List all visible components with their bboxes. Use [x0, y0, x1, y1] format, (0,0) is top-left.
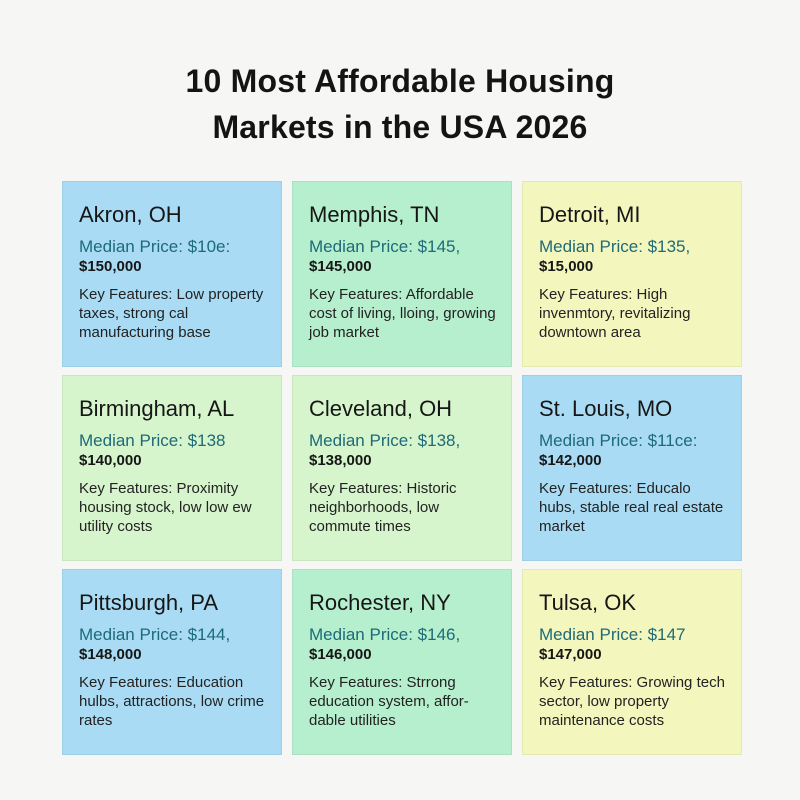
market-card-akron: Akron, OH Median Price: $10e: $150,000 K… [62, 181, 282, 367]
card-median-price-value: $146,000 [309, 646, 372, 663]
card-key-features: Key Features: Strrong education system, … [309, 674, 469, 729]
card-key-features: Key Features: Affordable cost of living,… [309, 286, 496, 341]
market-card-grid: Akron, OH Median Price: $10e: $150,000 K… [62, 181, 742, 755]
card-key-features: Key Features: Educalo hubs, stable real … [539, 480, 724, 535]
card-median-price-value: $145,000 [309, 258, 372, 275]
card-median-price-label: Median Price: $146, [309, 625, 461, 644]
card-median-price-label: Median Price: $138 [79, 431, 226, 450]
card-median-price-value: $148,000 [79, 646, 142, 663]
card-key-features: Key Features: High invenmtory, revitaliz… [539, 286, 691, 341]
card-city: Rochester, NY [309, 590, 451, 615]
card-city: Tulsa, OK [539, 590, 636, 615]
card-median-price-value: $138,000 [309, 452, 372, 469]
market-card-rochester: Rochester, NY Median Price: $146, $146,0… [292, 569, 512, 755]
card-median-price-value: $15,000 [539, 258, 594, 275]
card-key-features: Key Features: Low property taxes, strong… [79, 286, 264, 341]
market-card-cleveland: Cleveland, OH Median Price: $138, $138,0… [292, 375, 512, 561]
card-median-price-label: Median Price: $144, [79, 625, 231, 644]
market-card-detroit: Detroit, MI Median Price: $135, $15,000 … [522, 181, 742, 367]
card-key-features: Key Features: Growing tech sector, low p… [539, 674, 725, 729]
card-city: Memphis, TN [309, 202, 440, 227]
card-key-features: Key Features: Education hulbs, attractio… [79, 674, 265, 729]
page-title-line-2: Markets in the USA 2026 [212, 109, 588, 145]
market-card-pittsburgh: Pittsburgh, PA Median Price: $144, $148,… [62, 569, 282, 755]
card-median-price-value: $150,000 [79, 258, 142, 275]
card-city: St. Louis, MO [539, 396, 673, 421]
page-title: 10 Most Affordable Housing Markets in th… [0, 58, 800, 150]
card-city: Detroit, MI [539, 202, 641, 227]
market-card-st-louis: St. Louis, MO Median Price: $11ce: $142,… [522, 375, 742, 561]
card-city: Birmingham, AL [79, 396, 235, 421]
card-city: Akron, OH [79, 202, 182, 227]
page-title-line-1: 10 Most Affordable Housing [185, 63, 615, 99]
card-city: Cleveland, OH [309, 396, 453, 421]
market-card-birmingham: Birmingham, AL Median Price: $138 $140,0… [62, 375, 282, 561]
card-median-price-label: Median Price: $11ce: [539, 431, 698, 450]
card-median-price-label: Median Price: $135, [539, 237, 691, 256]
card-median-price-label: Median Price: $147 [539, 625, 686, 644]
market-card-tulsa: Tulsa, OK Median Price: $147 $147,000 Ke… [522, 569, 742, 755]
card-median-price-label: Median Price: $145, [309, 237, 461, 256]
card-key-features: Key Features: Proximity housing stock, l… [79, 480, 252, 535]
market-card-memphis: Memphis, TN Median Price: $145, $145,000… [292, 181, 512, 367]
card-median-price-label: Median Price: $10e: [79, 237, 231, 256]
card-key-features: Key Features: Historic neighborhoods, lo… [309, 480, 457, 535]
card-city: Pittsburgh, PA [79, 590, 218, 615]
card-median-price-value: $147,000 [539, 646, 602, 663]
card-median-price-label: Median Price: $138, [309, 431, 461, 450]
card-median-price-value: $140,000 [79, 452, 142, 469]
card-median-price-value: $142,000 [539, 452, 602, 469]
